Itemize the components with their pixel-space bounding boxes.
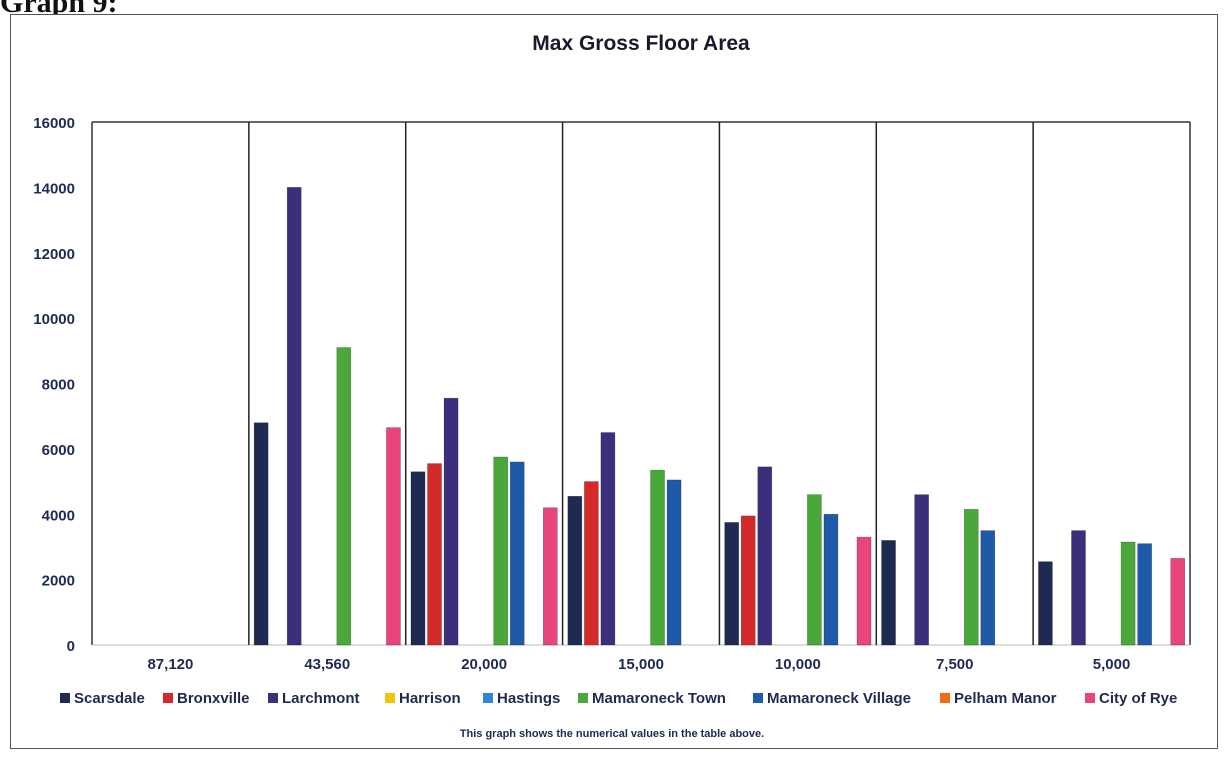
y-tick-label: 4000	[42, 507, 75, 524]
x-tick-label: 43,560	[304, 656, 350, 673]
chart-title: Max Gross Floor Area	[532, 32, 750, 55]
bar-scarsdale	[567, 495, 583, 646]
bar-mamaroneck-village	[1137, 543, 1152, 646]
x-tick-label: 15,000	[618, 656, 664, 673]
legend-swatch	[163, 693, 173, 703]
bar-scarsdale	[1038, 561, 1053, 646]
legend-swatch	[268, 693, 278, 703]
legend-swatch	[483, 693, 493, 703]
legend-label: City of Rye	[1099, 690, 1177, 707]
x-tick-label: 5,000	[1093, 656, 1131, 673]
legend-swatch	[60, 693, 70, 703]
x-tick-label: 7,500	[936, 656, 974, 673]
bar-scarsdale	[253, 422, 269, 646]
bar-mamaroneck-village	[823, 513, 839, 646]
bar-larchmont	[1071, 530, 1086, 646]
x-tick-label: 10,000	[775, 656, 821, 673]
y-tick-label: 8000	[42, 377, 75, 394]
bar-larchmont	[914, 494, 929, 646]
bar-city-of-rye	[856, 536, 872, 646]
bar-mamaroneck-town	[807, 494, 822, 646]
bar-scarsdale	[881, 540, 896, 646]
legend-label: Bronxville	[177, 690, 250, 707]
bar-mamaroneck-town	[1120, 541, 1136, 646]
bar-mamaroneck-town	[650, 469, 665, 646]
legend-swatch	[385, 693, 395, 703]
bar-larchmont	[286, 187, 302, 646]
x-tick-label: 20,000	[461, 656, 507, 673]
legend-label: Hastings	[497, 690, 560, 707]
bar-mamaroneck-town	[493, 456, 508, 646]
chart-footnote: This graph shows the numerical values in…	[460, 728, 764, 740]
bar-mamaroneck-village	[509, 461, 525, 646]
y-tick-label: 6000	[42, 442, 75, 459]
legend-label: Pelham Manor	[954, 690, 1057, 707]
bar-mamaroneck-town	[336, 347, 352, 646]
bar-mamaroneck-village	[980, 530, 996, 646]
y-tick-label: 0	[67, 638, 75, 655]
legend-swatch	[753, 693, 763, 703]
y-tick-label: 16000	[33, 115, 75, 132]
bar-bronxville	[584, 481, 599, 646]
bar-city-of-rye	[386, 427, 401, 646]
x-tick-label: 87,120	[147, 656, 193, 673]
y-tick-label: 10000	[33, 311, 75, 328]
bar-scarsdale	[724, 522, 739, 646]
bar-larchmont	[757, 466, 773, 646]
bar-bronxville	[427, 463, 442, 646]
bar-mamaroneck-village	[666, 479, 682, 646]
y-tick-label: 14000	[33, 180, 75, 197]
legend-label: Harrison	[399, 690, 461, 707]
legend-swatch	[578, 693, 588, 703]
legend-swatch	[1085, 693, 1095, 703]
bar-larchmont	[443, 397, 459, 646]
bar-city-of-rye	[1170, 558, 1186, 646]
bar-scarsdale	[410, 471, 426, 646]
y-tick-label: 2000	[42, 573, 75, 590]
legend-label: Mamaroneck Town	[592, 690, 726, 707]
bar-city-of-rye	[543, 507, 558, 646]
bar-larchmont	[600, 432, 616, 646]
bar-mamaroneck-town	[963, 509, 979, 646]
bar-bronxville	[740, 515, 756, 646]
legend-label: Mamaroneck Village	[767, 690, 911, 707]
legend-swatch	[940, 693, 950, 703]
legend-label: Scarsdale	[74, 690, 145, 707]
y-tick-label: 12000	[33, 246, 75, 263]
legend-label: Larchmont	[282, 690, 360, 707]
